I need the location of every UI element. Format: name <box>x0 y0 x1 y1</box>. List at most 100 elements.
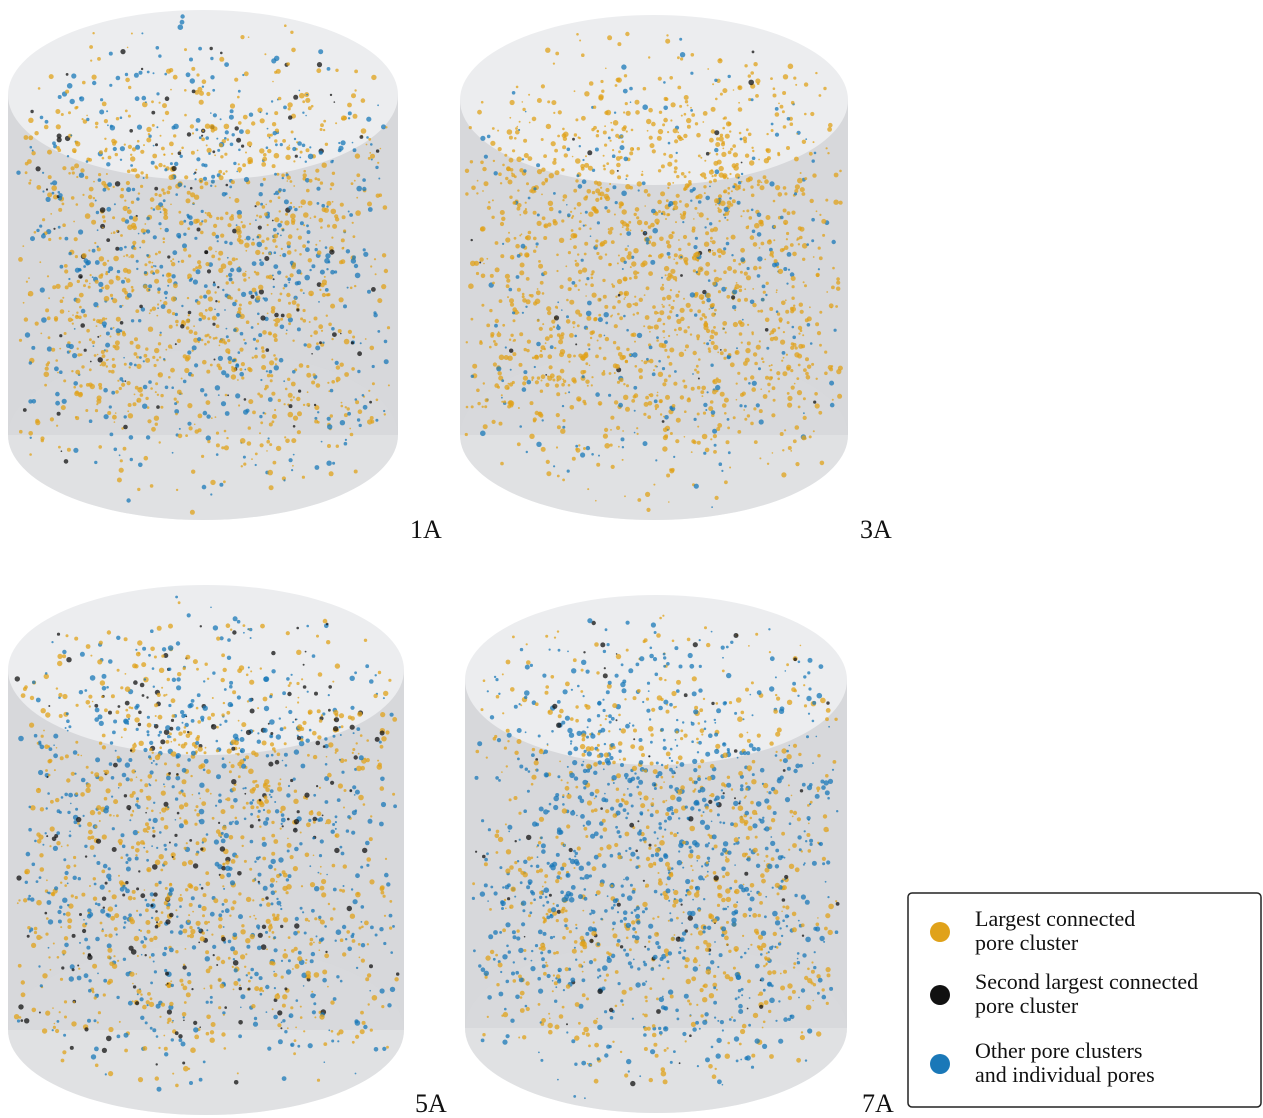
pore <box>603 240 607 244</box>
pore <box>639 375 643 379</box>
pore <box>315 244 317 246</box>
pore <box>267 1047 271 1051</box>
pore <box>119 377 123 381</box>
pore <box>756 345 761 350</box>
pore <box>592 191 595 194</box>
pore <box>87 822 92 827</box>
pore <box>155 883 159 887</box>
pore <box>191 470 195 474</box>
pore <box>341 259 346 264</box>
pore <box>309 269 311 271</box>
pore <box>714 309 717 312</box>
pore <box>665 218 667 220</box>
pore <box>641 360 643 362</box>
pore <box>771 413 775 417</box>
pore <box>757 232 762 237</box>
pore <box>759 247 761 249</box>
pore <box>187 227 190 230</box>
pore <box>653 213 655 215</box>
pore <box>525 253 529 257</box>
pore <box>153 936 157 940</box>
pore <box>156 405 160 409</box>
pore <box>675 439 679 443</box>
pore <box>218 924 222 928</box>
pore <box>556 413 560 417</box>
pore <box>739 289 742 292</box>
pore <box>663 323 666 326</box>
pore <box>623 315 626 318</box>
pore <box>24 869 30 875</box>
pore <box>266 146 269 149</box>
pore <box>765 376 769 380</box>
pore <box>125 110 128 113</box>
pore <box>139 305 143 309</box>
pore <box>75 808 78 811</box>
pore <box>178 434 183 439</box>
pore <box>523 376 528 381</box>
pore <box>729 173 731 175</box>
pore <box>350 725 355 730</box>
pore <box>586 328 588 330</box>
pore <box>74 637 78 641</box>
pore <box>773 87 776 90</box>
pore <box>813 430 815 432</box>
pore <box>549 334 553 338</box>
pore <box>569 300 574 305</box>
pore <box>375 166 378 169</box>
pore <box>130 154 132 156</box>
pore <box>810 112 814 116</box>
pore <box>287 180 289 182</box>
pore <box>534 366 536 368</box>
pore <box>274 139 277 142</box>
pore <box>545 180 548 183</box>
pore <box>158 163 162 167</box>
pore <box>151 100 154 103</box>
pore <box>765 294 767 296</box>
pore <box>52 1029 54 1031</box>
pore <box>124 246 127 249</box>
pore <box>132 241 136 245</box>
pore <box>265 896 268 899</box>
pore <box>273 354 276 357</box>
pore <box>112 847 117 852</box>
pore <box>326 315 328 317</box>
pore <box>176 233 181 238</box>
pore <box>690 200 692 202</box>
pore <box>532 357 535 360</box>
pore <box>326 268 328 270</box>
pore <box>306 365 309 368</box>
pore <box>632 333 637 338</box>
pore <box>352 336 355 339</box>
pore <box>330 414 333 417</box>
pore <box>218 394 220 396</box>
pore <box>294 947 298 951</box>
pore <box>370 1029 373 1032</box>
pore <box>134 936 139 941</box>
pore <box>262 157 267 162</box>
pore <box>739 322 744 327</box>
pore <box>123 447 127 451</box>
pore <box>208 921 210 923</box>
pore <box>383 697 385 699</box>
pore <box>283 479 285 481</box>
pore <box>112 364 116 368</box>
pore <box>227 257 229 259</box>
pore <box>386 882 390 886</box>
pore <box>328 694 330 696</box>
pore <box>221 446 224 449</box>
pore <box>202 932 205 935</box>
pore <box>179 428 181 430</box>
pore <box>115 390 119 394</box>
pore <box>522 381 526 385</box>
pore <box>231 764 235 768</box>
pore <box>235 753 237 755</box>
pore <box>213 283 216 286</box>
pore <box>273 319 275 321</box>
pore <box>158 372 163 377</box>
pore <box>64 936 68 940</box>
pore <box>313 817 318 822</box>
pore <box>768 390 770 392</box>
pore <box>82 929 86 933</box>
pore <box>513 319 516 322</box>
pore <box>260 111 262 113</box>
